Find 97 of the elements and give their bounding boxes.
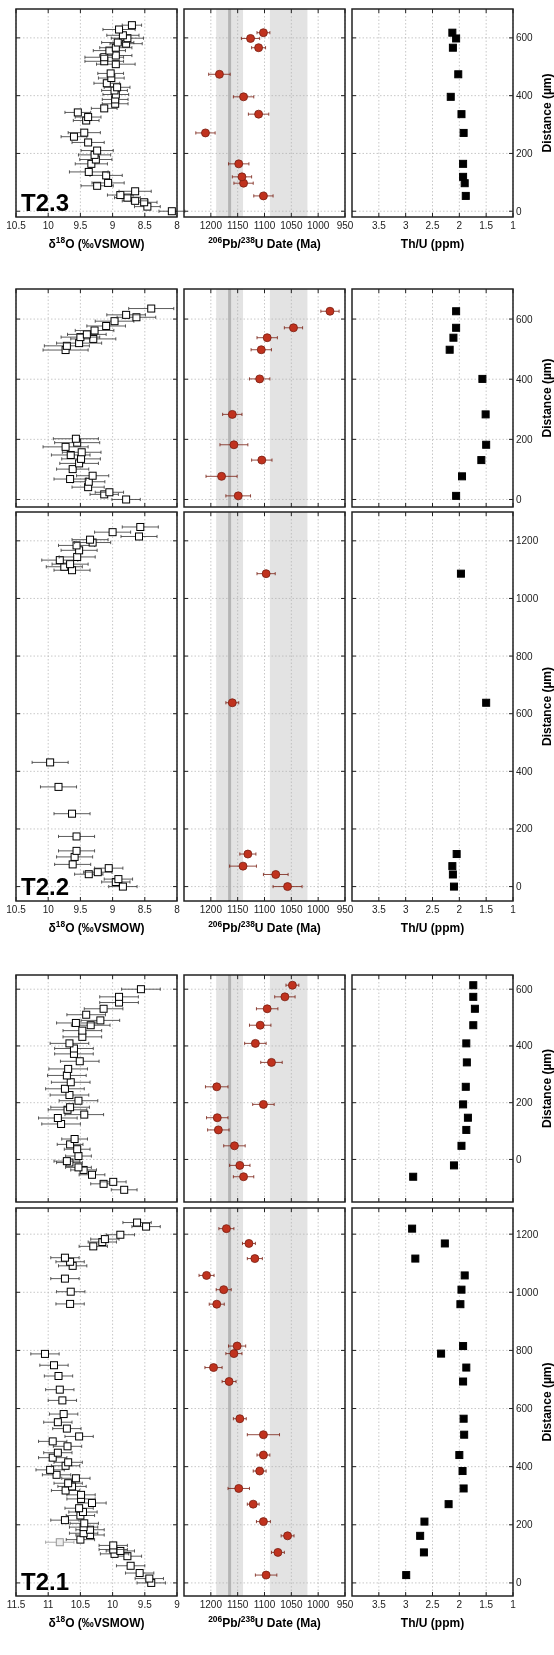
x-tick-label: 3.5 [371, 1599, 387, 1610]
y-tick-label: 600 [516, 708, 534, 720]
y-tick-label: 0 [516, 881, 522, 893]
y-tick-label: 400 [516, 765, 534, 777]
x-axis-title: Th/U (ppm) [400, 921, 465, 935]
x-axis-title: $^{206}$Pb/$^{238}$U Date (Ma) [208, 235, 321, 251]
x-tick-label: 8.5 [137, 904, 153, 915]
y-tick-label: 200 [516, 433, 534, 445]
x-tick-label: 1.5 [479, 1599, 494, 1610]
text: T2.3 [21, 189, 70, 216]
x-tick-label: 1050 [280, 1599, 303, 1610]
y-tick-label: 0 [516, 493, 522, 505]
text: T2.1 [21, 1568, 70, 1595]
x-axis-title: δ$^{18}$O (‰VSMOW) [48, 919, 145, 935]
x-tick-label: 8 [174, 904, 181, 915]
y-tick-label: 600 [516, 313, 534, 325]
y-tick-label: 0 [516, 205, 522, 217]
x-tick-label: 1100 [253, 220, 276, 231]
x-tick-label: 10 [42, 904, 55, 915]
x-tick-label: 3 [402, 1599, 409, 1610]
y-tick-label: 1000 [516, 592, 539, 604]
y-tick-label: 1000 [516, 1286, 539, 1298]
x-tick-label: 1100 [253, 904, 276, 915]
x-tick-label: 2.5 [425, 1599, 440, 1610]
x-tick-label: 1000 [307, 904, 330, 915]
y-tick-label: 200 [516, 1097, 534, 1109]
x-tick-label: 3.5 [371, 904, 387, 915]
x-tick-label: 1000 [307, 220, 330, 231]
x-tick-label: 9 [174, 1599, 181, 1610]
x-tick-label: 1200 [199, 220, 223, 231]
y-tick-label: 200 [516, 1519, 534, 1531]
x-tick-label: 9 [109, 220, 116, 231]
x-axis-title: δ$^{18}$O (‰VSMOW) [48, 1614, 145, 1630]
x-tick-label: 2.5 [425, 220, 440, 231]
x-tick-label: 10 [42, 220, 55, 231]
x-tick-label: 10.5 [6, 904, 27, 915]
y-tick-label: 1200 [516, 1228, 539, 1240]
y-tick-label: 600 [516, 32, 534, 44]
x-tick-label: 10.5 [70, 1599, 91, 1610]
y-tick-label: 400 [516, 373, 534, 385]
x-tick-label: 8 [174, 220, 181, 231]
x-tick-label: 1 [510, 1599, 517, 1610]
x-tick-label: 1200 [199, 1599, 223, 1610]
x-tick-label: 11 [43, 1599, 54, 1610]
x-tick-label: 1100 [253, 1599, 276, 1610]
x-tick-label: 1 [510, 904, 517, 915]
y-tick-label: 0 [516, 1153, 522, 1165]
x-tick-label: 2 [456, 220, 463, 231]
x-tick-label: 1.5 [479, 220, 494, 231]
x-tick-label: 950 [336, 1599, 354, 1610]
x-tick-label: 1000 [307, 1599, 330, 1610]
x-tick-label: 9.5 [73, 220, 88, 231]
x-tick-label: 8.5 [137, 220, 153, 231]
y-tick-label: 800 [516, 650, 534, 662]
y-tick-label: 400 [516, 1040, 534, 1052]
y-tick-label: 1200 [516, 535, 539, 547]
x-tick-label: 950 [336, 220, 354, 231]
x-tick-label: 1050 [280, 904, 303, 915]
x-tick-label: 1200 [199, 904, 223, 915]
x-tick-label: 3.5 [371, 220, 387, 231]
y-tick-label: 600 [516, 983, 534, 995]
x-tick-label: 950 [336, 904, 354, 915]
y-tick-label: 0 [516, 1577, 522, 1589]
x-tick-label: 9.5 [137, 1599, 153, 1610]
y-tick-label: 600 [516, 1403, 534, 1415]
x-tick-label: 2 [456, 1599, 463, 1610]
x-tick-label: 1150 [226, 904, 249, 915]
x-tick-label: 1.5 [479, 904, 494, 915]
y-axis-title: Distance (µm) [540, 358, 554, 438]
x-tick-label: 10.5 [6, 220, 27, 231]
x-tick-label: 1150 [226, 220, 249, 231]
y-tick-label: 400 [516, 90, 534, 102]
x-tick-label: 9 [109, 904, 116, 915]
x-tick-label: 1150 [226, 1599, 249, 1610]
y-tick-label: 200 [516, 147, 534, 159]
y-axis-title: Distance (µm) [540, 1049, 554, 1128]
x-tick-label: 1 [510, 220, 517, 231]
x-axis-title: Th/U (ppm) [400, 1616, 465, 1630]
y-axis-title: Distance (µm) [540, 73, 554, 153]
x-tick-label: 11.5 [6, 1599, 26, 1610]
y-tick-label: 800 [516, 1344, 534, 1356]
y-tick-label: 200 [516, 823, 534, 835]
x-tick-label: 9.5 [73, 904, 88, 915]
x-axis-title: $^{206}$Pb/$^{238}$U Date (Ma) [208, 1614, 321, 1630]
x-tick-label: 2.5 [425, 904, 440, 915]
x-tick-label: 1050 [280, 220, 303, 231]
text: T2.2 [21, 873, 70, 900]
x-tick-label: 3 [402, 904, 409, 915]
x-tick-label: 3 [402, 220, 409, 231]
x-axis-title: Th/U (ppm) [400, 237, 465, 251]
x-axis-title: $^{206}$Pb/$^{238}$U Date (Ma) [208, 919, 321, 935]
y-axis-title: Distance (µm) [540, 1362, 554, 1442]
y-axis-title: Distance (µm) [540, 667, 554, 746]
y-tick-label: 400 [516, 1461, 534, 1473]
x-axis-title: δ$^{18}$O (‰VSMOW) [48, 235, 145, 251]
x-tick-label: 10 [107, 1599, 119, 1610]
x-tick-label: 2 [456, 904, 463, 915]
